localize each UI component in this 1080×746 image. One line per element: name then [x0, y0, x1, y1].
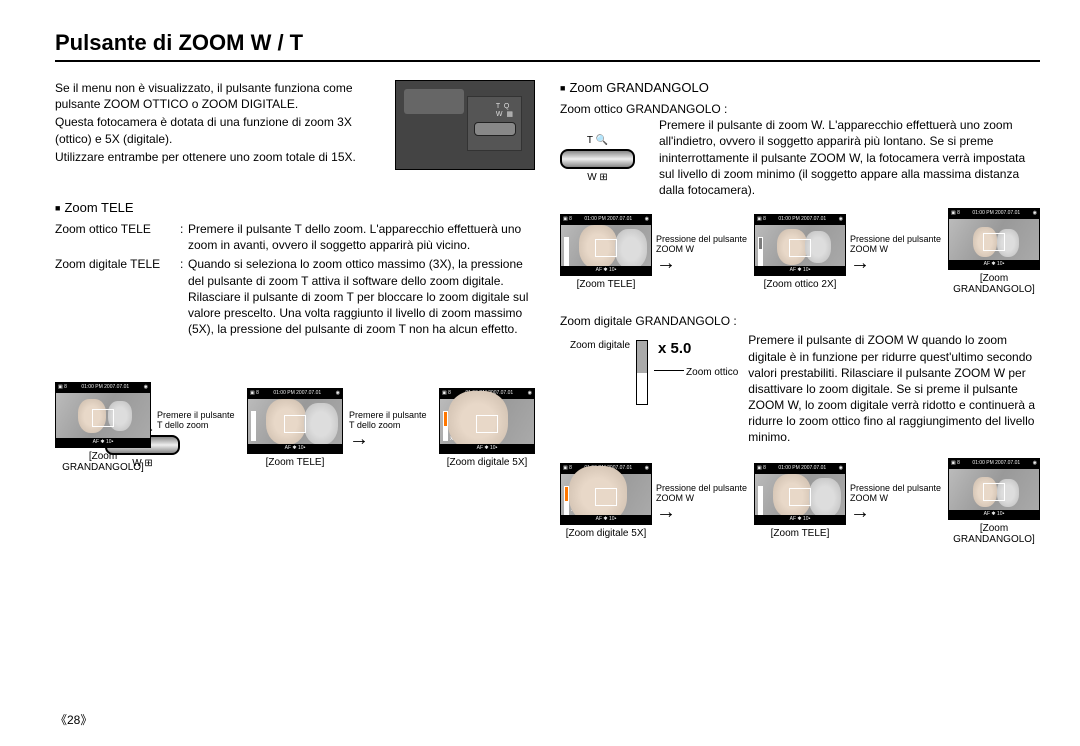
thumb-r-d5x-cap: [Zoom digitale 5X] — [560, 528, 652, 539]
tele-digital-label: Zoom digitale TELE — [55, 256, 180, 337]
thumb-r-wide-cap: [Zoom GRANDANGOLO] — [948, 273, 1040, 295]
thumb-wide: ▣ 801:00 PM 2007.07.01◉ AF ✱ 10• — [55, 382, 151, 448]
right-column: Zoom GRANDANGOLO Zoom ottico GRANDANGOLO… — [560, 80, 1040, 545]
thumb-r-tele-cap: [Zoom TELE] — [560, 279, 652, 290]
ind-digital-label: Zoom digitale — [570, 340, 630, 351]
page-title: Pulsante di ZOOM W / T — [55, 30, 1040, 62]
wide-digital-body-first — [737, 313, 1040, 329]
wide-digital-label: Zoom digitale GRANDANGOLO : — [560, 313, 737, 329]
ind-scale: x 5.0 — [658, 340, 738, 357]
camera-illustration: T QW ▦ — [395, 80, 535, 170]
arrow-press-w-4: Pressione del pulsante ZOOM W→ — [850, 484, 944, 518]
wide-optic-body: Premere il pulsante di zoom W. L'apparec… — [659, 117, 1040, 198]
intro-p1: Se il menu non è visualizzato, il pulsan… — [55, 80, 380, 112]
tele-digital-body: Quando si seleziona lo zoom ottico massi… — [188, 256, 535, 337]
thumb-digital5x-cap: [Zoom digitale 5X] — [439, 457, 535, 468]
thumb-r-wide2: ▣ 801:00 PM 2007.07.01◉ AF ✱ 10• — [948, 458, 1040, 520]
thumb-r-wide2-cap: [Zoom GRANDANGOLO] — [948, 523, 1040, 545]
arrow-press-w-3: Pressione del pulsante ZOOM W→ — [656, 484, 750, 518]
wide-optic-label: Zoom ottico GRANDANGOLO : — [560, 101, 727, 117]
wide-digital-body: Premere il pulsante di ZOOM W quando lo … — [748, 332, 1040, 445]
section-zoom-tele: Zoom TELE — [55, 200, 535, 215]
thumb-r-2x-cap: [Zoom ottico 2X] — [754, 279, 846, 290]
thumb-digital5x: ▣ 801:00 PM 2007.07.01◉ x5.0 AF ✱ 10• — [439, 388, 535, 454]
ind-optic-label: Zoom ottico — [654, 367, 738, 378]
thumb-tele: ▣ 801:00 PM 2007.07.01◉ AF ✱ 10• — [247, 388, 343, 454]
left-column: Se il menu non è visualizzato, il pulsan… — [55, 80, 535, 545]
thumb-tele-cap: [Zoom TELE] — [247, 457, 343, 468]
section-zoom-wide: Zoom GRANDANGOLO — [560, 80, 1040, 95]
arrow-press-w-2: Pressione del pulsante ZOOM W→ — [850, 235, 944, 269]
thumb-r-tele: ▣ 801:00 PM 2007.07.01◉ AF ✱ 10• — [560, 214, 652, 276]
tele-optic-body: Premere il pulsante T dello zoom. L'appa… — [188, 221, 535, 253]
arrow-press-t-2: Premere il pulsante T dello zoom→ — [349, 411, 433, 445]
page-number: 《28》 — [55, 711, 92, 728]
thumb-r-d5x: ▣ 801:00 PM 2007.07.01◉ x5.0 AF ✱ 10• — [560, 463, 652, 525]
wide-optic-body-start — [727, 101, 1040, 117]
zoom-button-diagram-right: T 🔍 W ⊞ — [560, 135, 635, 183]
thumb-r-tele2: ▣ 801:00 PM 2007.07.01◉ AF ✱ 10• — [754, 463, 846, 525]
intro-p3: Utilizzare entrambe per ottenere uno zoo… — [55, 149, 380, 165]
thumb-r-tele2-cap: [Zoom TELE] — [754, 528, 846, 539]
thumb-r-wide: ▣ 801:00 PM 2007.07.01◉ AF ✱ 10• — [948, 208, 1040, 270]
zoom-indicator — [636, 340, 648, 405]
tele-optic-label: Zoom ottico TELE — [55, 221, 180, 253]
intro-p2: Questa fotocamera è dotata di una funzio… — [55, 114, 380, 146]
thumb-r-2x: ▣ 801:00 PM 2007.07.01◉ AF ✱ 10• — [754, 214, 846, 276]
arrow-press-w-1: Pressione del pulsante ZOOM W→ — [656, 235, 750, 269]
